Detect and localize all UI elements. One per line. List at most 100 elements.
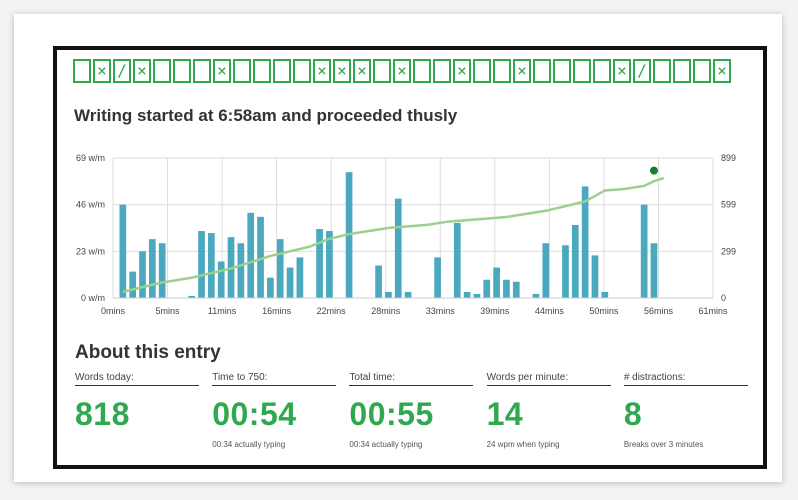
chart-bar [650,243,658,298]
title-glyph: × [453,59,471,83]
title-glyph: / [633,59,651,83]
stat-label: Total time: [349,372,474,386]
stat-time-to-750: Time to 750: 00:54 00:34 actually typing [212,372,349,458]
title-glyph [253,59,271,83]
chart-bar [375,265,382,298]
chart-bar [158,243,166,298]
stat-sub: 24 wpm when typing [486,440,560,449]
chart-bar [473,293,481,298]
title-glyph [493,59,511,83]
x-tick-label: 39mins [480,306,510,316]
y-right-tick-label: 299 [721,246,736,256]
title-glyph [73,59,91,83]
stat-words-today: Words today: 818 [75,372,212,458]
chart-bar [562,245,569,298]
chart-bar [571,224,579,298]
chart-bar [532,293,540,298]
chart-bar [434,257,441,298]
chart-bar [640,204,648,298]
garbled-title: × / × × × × × × × × × / × [73,56,731,86]
title-glyph: × [313,59,331,83]
about-title: About this entry [75,342,221,363]
chart-bar [237,243,245,298]
stat-value: 8 [623,396,643,432]
stat-total-time: Total time: 00:55 00:34 actually typing [349,372,486,458]
stat-sub: Breaks over 3 minutes [623,440,704,449]
chart-bar [601,291,609,298]
chart-bar [512,281,520,298]
chart-bar [326,231,333,298]
y-left-tick-label: 0 w/m [81,293,105,303]
stat-value: 818 [75,396,130,432]
chart-headline: Writing started at 6:58am and proceeded … [74,106,458,125]
page-card: × / × × × × × × × × × / × Writing started at 6:58am … [14,14,782,482]
x-tick-label: 5mins [156,306,181,316]
chart-bar [286,267,294,298]
title-glyph [373,59,391,83]
y-left-tick-label: 46 w/m [76,200,105,210]
chart-bar [316,229,323,298]
title-glyph [473,59,491,83]
y-left-tick-label: 23 w/m [76,246,105,256]
title-glyph [553,59,571,83]
title-glyph [433,59,451,83]
chart-bar [453,222,461,298]
stat-value: 14 [486,396,524,432]
chart-bar [149,239,156,298]
title-glyph: × [133,59,151,83]
chart-bar [217,261,225,298]
y-right-tick-label: 599 [721,200,736,210]
title-glyph: × [393,59,411,83]
stat-sub: 00:34 actually typing [349,440,423,449]
cumulative-end-marker [649,166,658,175]
chart-bar [404,291,412,298]
title-glyph [653,59,671,83]
title-glyph [673,59,691,83]
title-glyph [273,59,291,83]
chart-bar [542,243,550,298]
title-glyph [173,59,191,83]
chart-bar [208,233,215,298]
y-right-tick-label: 0 [721,293,726,303]
stat-value: 00:55 [349,396,434,432]
chart-bar [129,271,137,298]
title-glyph [153,59,171,83]
title-glyph [533,59,551,83]
title-glyph [293,59,311,83]
x-tick-label: 61mins [698,306,728,316]
chart-bar [296,257,304,298]
y-right-tick-label: 899 [721,153,736,163]
chart-bar [483,279,491,298]
chart-bar [198,231,205,298]
chart-svg: 0 w/m 0 23 w/m 299 46 w/m 599 69 w/m 899 0mins 5m… [76,153,736,316]
chart-bar [257,216,264,298]
x-tick-label: 50mins [589,306,619,316]
title-glyph [593,59,611,83]
chart-bar [503,279,510,298]
stat-distractions: # distractions: 8 Breaks over 3 minutes [623,372,761,458]
title-glyph: × [333,59,351,83]
stat-words-per-minute: Words per minute: 14 24 wpm when typing [486,372,624,458]
chart-bar [119,204,127,298]
chart-bar [247,212,255,298]
stat-label: Words per minute: [486,372,611,386]
stats-row: Words today: 818 Time to 750: 00:54 00:3… [75,372,761,458]
chart-bar [139,251,146,298]
title-glyph [193,59,211,83]
title-glyph: × [213,59,231,83]
x-tick-label: 16mins [262,306,292,316]
title-glyph [693,59,711,83]
chart-bar [267,277,274,298]
title-glyph: × [613,59,631,83]
stat-sub: 00:34 actually typing [212,440,286,449]
title-glyph [573,59,591,83]
stat-value: 00:54 [212,396,297,432]
chart-bar [276,239,284,298]
chart-bar [385,291,392,298]
stat-label: Words today: [75,372,199,386]
writing-chart: 0 w/m 0 23 w/m 299 46 w/m 599 69 w/m 899 0mins 5m… [57,148,763,328]
title-glyph: × [93,59,111,83]
title-glyph: × [713,59,731,83]
chart-bar [188,295,196,298]
title-glyph [413,59,431,83]
